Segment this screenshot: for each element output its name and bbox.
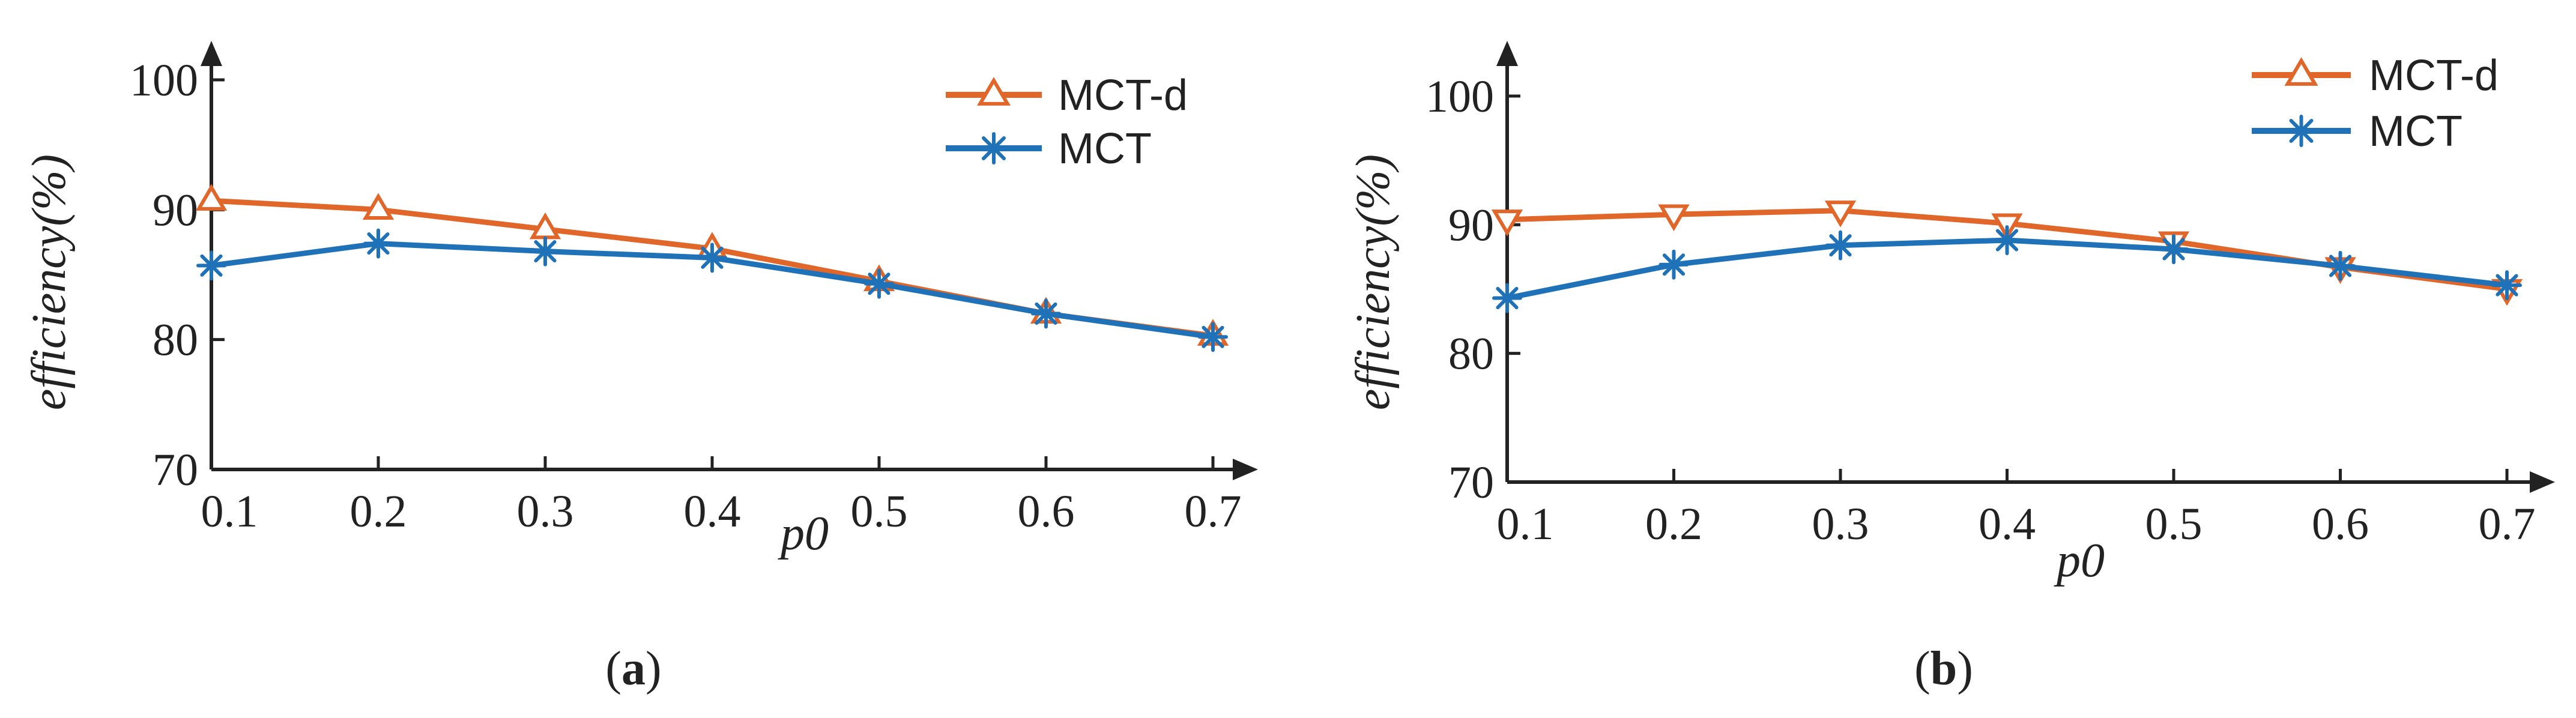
data-point-marker <box>530 236 560 267</box>
chart-panel-b: 70 80 90 100 0.1 0.2 0.3 0.4 0.5 0.6 0.7 efficiency… <box>1347 41 2555 695</box>
data-point-marker <box>1658 249 1689 280</box>
x-axis-title: p0 <box>2054 534 2105 587</box>
series-mct <box>1492 225 2522 313</box>
panel-label-close: ) <box>646 642 662 695</box>
legend: MCT-d MCT <box>946 71 1188 173</box>
data-point-marker <box>1992 225 2022 256</box>
y-tick-label: 90 <box>1448 200 1494 250</box>
x-tick-label: 0.2 <box>350 486 407 537</box>
legend-marker-icon <box>978 132 1010 164</box>
x-axis-title: p0 <box>778 507 829 560</box>
panel-label: (b) <box>1914 642 1973 695</box>
series-mct <box>196 228 1228 352</box>
data-point-marker <box>362 193 395 220</box>
y-tick-label: 100 <box>130 55 198 106</box>
x-axis-arrow-icon <box>1233 459 1258 480</box>
data-point-marker <box>1491 210 1523 237</box>
data-point-marker <box>196 250 226 281</box>
x-axis-arrow-icon <box>2530 471 2555 493</box>
x-tick-label: 0.4 <box>684 486 741 537</box>
x-tick-label: 0.7 <box>2479 499 2536 549</box>
data-point-marker <box>1658 204 1690 232</box>
x-tick-label: 0.1 <box>1497 499 1554 549</box>
data-point-marker <box>864 268 894 299</box>
y-tick-label: 70 <box>1448 457 1494 508</box>
x-tick-label: 0.3 <box>1812 499 1869 549</box>
y-axis-arrow-icon <box>1496 41 1518 66</box>
legend-item: MCT <box>2252 107 2463 155</box>
data-point-marker <box>195 184 228 211</box>
legend-marker-icon <box>2284 57 2318 86</box>
x-tick-label: 0.1 <box>201 486 258 537</box>
chart-panel-a: 70 80 90 100 0.1 0.2 0.3 0.4 0.5 0.6 0.7 efficiency… <box>23 41 1258 695</box>
data-point-marker <box>363 228 393 259</box>
y-tick-label: 70 <box>153 445 198 495</box>
legend-label: MCT <box>1058 125 1152 173</box>
legend-item: MCT-d <box>946 71 1188 119</box>
y-axis-arrow-icon <box>201 41 222 66</box>
x-tick-label: 0.6 <box>1018 486 1075 537</box>
legend-marker-icon <box>2285 115 2318 147</box>
data-point-marker <box>697 243 727 273</box>
y-tick-label: 90 <box>153 185 198 235</box>
legend-marker-icon <box>976 77 1011 106</box>
x-tick-label: 0.5 <box>2145 499 2203 549</box>
data-point-marker <box>2492 270 2522 301</box>
legend-label: MCT-d <box>2369 52 2499 100</box>
x-tick-label: 0.6 <box>2312 499 2369 549</box>
y-tick-label: 80 <box>153 315 198 366</box>
x-tick-label: 0.7 <box>1185 486 1242 537</box>
data-point-marker <box>1824 201 1857 228</box>
x-tick-label: 0.5 <box>851 486 908 537</box>
legend-item: MCT <box>946 125 1152 173</box>
panel-label-open: ( <box>1914 642 1930 695</box>
y-tick-label: 80 <box>1448 329 1494 379</box>
data-point-marker <box>1031 298 1061 329</box>
legend-label: MCT <box>2369 107 2463 155</box>
data-point-marker <box>2325 250 2356 281</box>
x-tick-label: 0.4 <box>1979 499 2036 549</box>
panel-label-letter: a <box>621 642 646 695</box>
y-axis-title: efficiency(%) <box>23 154 76 410</box>
data-point-marker <box>1825 230 1855 261</box>
legend-item: MCT-d <box>2252 52 2499 100</box>
data-point-marker <box>2159 234 2189 265</box>
legend: MCT-d MCT <box>2252 52 2499 155</box>
x-tick-label: 0.3 <box>517 486 574 537</box>
panel-label-open: ( <box>605 642 621 695</box>
y-tick-label: 100 <box>1426 71 1494 122</box>
data-point-marker <box>1198 322 1228 352</box>
data-point-marker <box>1492 283 1522 313</box>
panel-label-letter: b <box>1930 642 1958 695</box>
x-tick-label: 0.2 <box>1645 499 1702 549</box>
legend-label: MCT-d <box>1058 71 1188 119</box>
panel-label-close: ) <box>1957 642 1973 695</box>
panel-label: (a) <box>605 642 661 695</box>
y-axis-title: efficiency(%) <box>1347 154 1400 410</box>
